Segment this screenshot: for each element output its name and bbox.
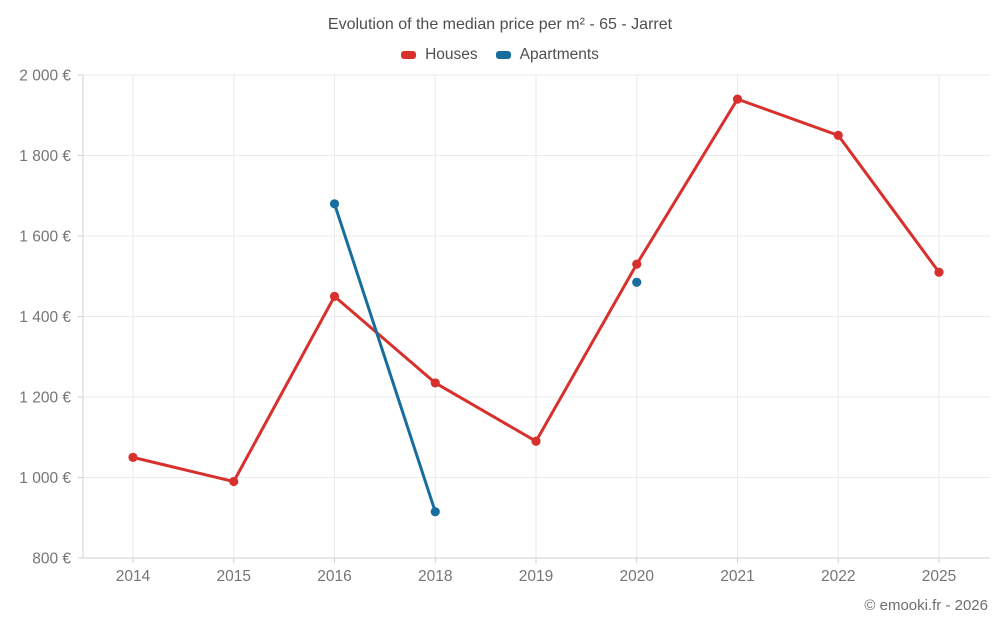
legend-item-apartments[interactable]: Apartments: [495, 46, 599, 64]
chart-title: Evolution of the median price per m² - 6…: [327, 16, 673, 33]
houses-data-point: [128, 452, 138, 462]
houses-data-point: [229, 476, 239, 487]
y-tick-label: 1 000 €: [19, 470, 71, 487]
houses-swatch-icon: [401, 51, 417, 59]
y-tick-label: 1 600 €: [19, 229, 71, 246]
houses-data-point: [531, 436, 541, 446]
y-tick-label: 800 €: [32, 551, 71, 568]
houses-data-point: [632, 259, 642, 269]
y-tick-label: 1 800 €: [19, 148, 71, 165]
x-tick-label: 2014: [116, 568, 151, 585]
legend-item-houses[interactable]: Houses: [401, 46, 478, 64]
y-tick-label: 1 200 €: [19, 390, 71, 407]
copyright: © emooki.fr - 2026: [864, 597, 988, 614]
x-tick-label: 2022: [821, 568, 855, 585]
x-tick-label: 2025: [922, 568, 956, 585]
x-tick-label: 2016: [317, 568, 351, 585]
apartments-line: [333, 202, 437, 514]
x-tick-label: 2021: [720, 568, 754, 585]
y-tick-label: 1 400 €: [19, 309, 71, 326]
y-tick-label: 2 000 €: [19, 68, 71, 85]
houses-data-point: [329, 291, 340, 301]
apartments-data-point: [329, 199, 340, 209]
legend-label-apartments: Apartments: [519, 46, 599, 63]
x-tick-label: 2019: [519, 568, 553, 585]
houses-data-point: [732, 94, 743, 104]
x-tick-label: 2018: [418, 568, 452, 585]
legend-label-houses: Houses: [425, 46, 478, 63]
chart-legend: Houses Apartments: [0, 46, 1000, 64]
houses-data-point: [430, 378, 440, 388]
apartments-data-point: [632, 277, 642, 287]
apartments-swatch-icon: [495, 51, 511, 59]
x-tick-label: 2015: [217, 568, 251, 585]
houses-data-point: [833, 130, 843, 140]
houses-data-point: [934, 267, 944, 277]
x-tick-label: 2020: [620, 568, 655, 585]
apartments-data-point: [430, 507, 440, 517]
